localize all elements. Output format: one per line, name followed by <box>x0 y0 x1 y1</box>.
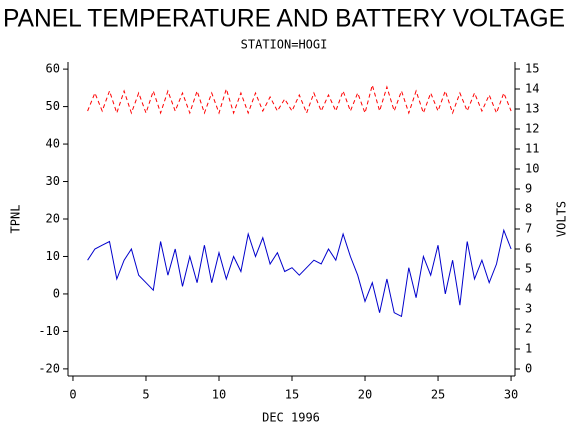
y-tick-label: -20 <box>38 361 60 375</box>
series-line <box>87 228 512 318</box>
x-tick-label: 10 <box>212 388 226 402</box>
y2-tick-label: 8 <box>525 202 532 216</box>
x-tick-label: 0 <box>69 388 76 402</box>
y2-tick-label: 11 <box>525 142 539 156</box>
y2-tick-label: 6 <box>525 242 532 256</box>
series-line <box>87 83 512 115</box>
y2-tick-label: 12 <box>525 122 539 136</box>
x-tick-label: 25 <box>431 388 445 402</box>
y-tick-label: 0 <box>53 286 60 300</box>
y-tick-label: 30 <box>46 174 60 188</box>
y2-tick-label: 15 <box>525 62 539 76</box>
y-tick-label: 60 <box>46 62 60 76</box>
y2-axis-label: VOLTS <box>555 201 569 237</box>
y2-tick-label: 1 <box>525 342 532 356</box>
y2-tick-label: 2 <box>525 322 532 336</box>
y2-tick-label: 13 <box>525 102 539 116</box>
x-tick-label: 20 <box>358 388 372 402</box>
y-tick-label: -10 <box>38 324 60 338</box>
x-tick-label: 5 <box>142 388 149 402</box>
y2-tick-label: 10 <box>525 162 539 176</box>
chart-subtitle: STATION=HOGI <box>241 38 328 52</box>
y2-tick-label: 5 <box>525 262 532 276</box>
y2-tick-label: 7 <box>525 222 532 236</box>
y-tick-label: 10 <box>46 249 60 263</box>
y2-tick-label: 9 <box>525 182 532 196</box>
y-tick-label: 50 <box>46 99 60 113</box>
y2-tick-label: 14 <box>525 82 539 96</box>
y-axis-label: TPNL <box>9 205 23 234</box>
x-axis-label: DEC 1996 <box>262 411 320 425</box>
x-tick-label: 15 <box>285 388 299 402</box>
y-tick-label: 20 <box>46 212 60 226</box>
x-tick-label: 30 <box>504 388 518 402</box>
y-tick-label: 40 <box>46 137 60 151</box>
y2-tick-label: 0 <box>525 362 532 376</box>
y2-tick-label: 3 <box>525 302 532 316</box>
y2-tick-label: 4 <box>525 282 532 296</box>
chart-title: PANEL TEMPERATURE AND BATTERY VOLTAGE <box>3 5 565 33</box>
